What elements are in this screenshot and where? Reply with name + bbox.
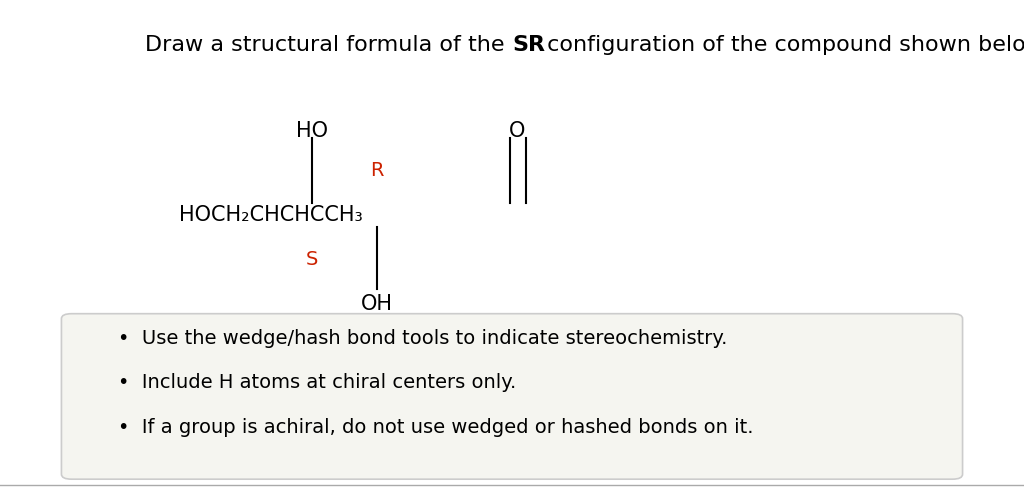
Text: •  If a group is achiral, do not use wedged or hashed bonds on it.: • If a group is achiral, do not use wedg… [118,418,754,437]
Text: SR: SR [512,35,545,54]
Text: configuration of the compound shown below.: configuration of the compound shown belo… [540,35,1024,54]
Text: HOCH₂CHCHCCH₃: HOCH₂CHCHCCH₃ [179,205,362,225]
Text: OH: OH [360,294,393,314]
Text: •  Use the wedge/hash bond tools to indicate stereochemistry.: • Use the wedge/hash bond tools to indic… [118,329,727,348]
Text: •  Include H atoms at chiral centers only.: • Include H atoms at chiral centers only… [118,373,516,392]
FancyBboxPatch shape [61,314,963,479]
Text: R: R [370,161,384,180]
Text: Draw a structural formula of the: Draw a structural formula of the [145,35,512,54]
Text: S: S [306,250,318,269]
Text: HO: HO [296,121,329,141]
Text: O: O [509,121,525,141]
